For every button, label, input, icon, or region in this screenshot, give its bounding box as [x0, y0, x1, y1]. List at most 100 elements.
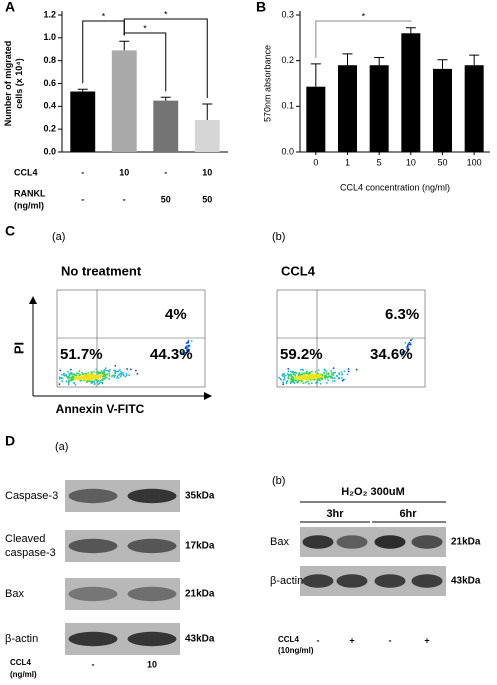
- event-dot: [63, 374, 65, 377]
- blot-band: [127, 586, 177, 602]
- event-dot: [328, 375, 331, 378]
- condition-label: -: [123, 194, 126, 204]
- event-dot: [406, 346, 409, 348]
- event-dot: [311, 370, 313, 373]
- event-dot: [316, 381, 319, 384]
- blot-band: [336, 574, 368, 588]
- error-bar: [310, 63, 321, 87]
- event-dot: [120, 374, 123, 376]
- y-tick-label: 0.0: [43, 146, 56, 156]
- event-dot: [314, 371, 317, 373]
- quadrant-percent: 34.6%: [370, 346, 413, 363]
- event-dot: [343, 370, 346, 373]
- event-dot: [104, 367, 107, 370]
- event-dot: [106, 376, 108, 379]
- event-dot: [317, 369, 320, 372]
- row-label: β-actin: [5, 633, 38, 645]
- event-dot: [58, 378, 61, 380]
- blot-header: H₂O₂ 300uM: [341, 486, 405, 498]
- event-dot: [347, 368, 350, 370]
- event-dot: [90, 380, 92, 383]
- event-dot: [126, 368, 129, 370]
- event-dot: [299, 373, 302, 376]
- error-bar: [437, 59, 448, 69]
- event-dot: [103, 371, 106, 374]
- event-dot: [407, 347, 410, 350]
- error-bar: [77, 88, 88, 92]
- event-dot: [287, 370, 290, 373]
- panel-letter: D: [5, 433, 15, 449]
- plot-frame: [56, 289, 206, 388]
- event-dot: [399, 351, 402, 354]
- event-dot: [186, 344, 188, 347]
- event-dot: [108, 370, 111, 373]
- bar: [338, 65, 357, 152]
- significance-label: *: [164, 9, 168, 19]
- event-dot: [299, 368, 302, 371]
- event-dot: [106, 373, 109, 376]
- event-dot: [282, 383, 285, 386]
- event-dot: [114, 371, 117, 374]
- row-label: Bax: [270, 536, 289, 548]
- event-dot: [122, 372, 125, 374]
- bar: [111, 50, 137, 153]
- event-dot: [318, 378, 320, 381]
- bar: [401, 33, 421, 153]
- event-dot: [324, 378, 327, 380]
- event-dot: [294, 371, 297, 374]
- event-dot: [291, 376, 294, 378]
- event-dot: [91, 374, 93, 377]
- error-bar: [119, 40, 130, 51]
- event-dot: [298, 371, 301, 374]
- event-dot: [297, 379, 300, 382]
- significance-label: *: [143, 23, 147, 33]
- event-dot: [302, 382, 305, 385]
- event-dot: [184, 347, 187, 350]
- event-dot: [93, 381, 96, 383]
- condition-label: -: [81, 194, 84, 204]
- event-dot: [81, 377, 84, 379]
- event-dot: [299, 378, 301, 381]
- x-tick-label: 1: [345, 157, 350, 167]
- event-dot: [73, 376, 76, 379]
- event-dot: [333, 377, 336, 380]
- blot-band: [411, 574, 443, 588]
- event-dot: [67, 370, 69, 373]
- event-dot: [61, 380, 64, 382]
- event-dot: [285, 380, 288, 383]
- event-dot: [68, 379, 71, 382]
- event-dot: [92, 373, 95, 376]
- event-dot: [97, 375, 99, 378]
- event-dot: [58, 376, 61, 379]
- event-dot: [300, 376, 303, 378]
- event-dot: [108, 378, 111, 380]
- event-dot: [278, 376, 281, 379]
- treatment-label: CCL4: [10, 658, 31, 667]
- bar: [306, 86, 326, 152]
- event-dot: [114, 374, 117, 377]
- event-dot: [402, 352, 405, 355]
- event-dot: [342, 378, 345, 381]
- event-dot: [403, 350, 406, 353]
- panel-tag: (b): [272, 475, 285, 487]
- event-dot: [322, 371, 325, 374]
- error-bar: [405, 27, 416, 34]
- event-dot: [283, 378, 286, 380]
- event-dot: [97, 379, 99, 382]
- plot-title: CCL4: [281, 263, 316, 278]
- event-dot: [317, 372, 319, 375]
- event-dot: [316, 379, 319, 382]
- event-dot: [85, 381, 88, 384]
- event-dot: [67, 383, 70, 386]
- event-dot: [337, 377, 340, 380]
- event-dot: [330, 369, 333, 372]
- event-dot: [346, 373, 349, 376]
- panel-tag: (a): [55, 441, 68, 453]
- event-dot: [61, 373, 63, 376]
- y-axis-label: 570nm absorbance: [262, 45, 272, 122]
- event-dot: [319, 382, 322, 385]
- event-dot: [84, 376, 86, 379]
- event-dot: [114, 372, 117, 375]
- significance-bracket: [123, 18, 208, 99]
- event-dot: [79, 379, 82, 382]
